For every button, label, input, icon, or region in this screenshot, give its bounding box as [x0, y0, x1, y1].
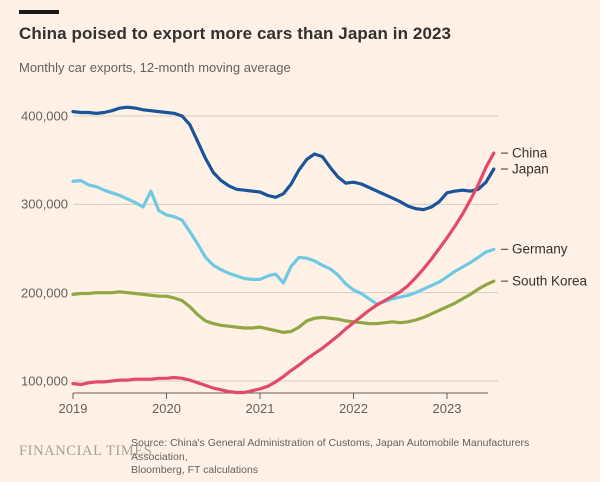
ft-logo: FINANCIAL TIMES [19, 443, 153, 459]
x-axis-label-2019: 2019 [58, 401, 88, 416]
series-label-south-korea: South Korea [512, 273, 588, 289]
chart-canvas [71, 105, 508, 399]
source-note-line-2: Bloomberg, FT calculations [131, 464, 259, 476]
series-label-japan: Japan [512, 161, 549, 177]
series-line-germany [71, 178, 496, 306]
source-note-line-1: Source: China's General Administration o… [131, 437, 530, 463]
series-label-china: China [512, 145, 548, 161]
series-line-japan [71, 105, 496, 212]
y-axis-label-100000: 100,000 [21, 373, 68, 389]
chart-subtitle: Monthly car exports, 12-month moving ave… [19, 60, 291, 75]
source-note: Source: China's General Administration o… [131, 437, 531, 478]
x-axis-label-2023: 2023 [432, 401, 462, 416]
y-axis-label-200000: 200,000 [21, 285, 68, 301]
x-axis-label-2021: 2021 [245, 401, 275, 416]
series-line-south-korea [71, 279, 496, 334]
x-axis-label-2022: 2022 [339, 401, 368, 416]
story-marker-bar [19, 10, 59, 14]
chart-plot-area: 400,000 300,000 200,000 100,000 2019 2020 2021… [21, 105, 588, 416]
series-line-china [71, 151, 496, 395]
chart-title: China poised to export more cars than Ja… [19, 24, 452, 43]
y-axis-label-400000: 400,000 [21, 108, 68, 124]
y-axis-label-300000: 300,000 [21, 196, 68, 212]
x-axis-label-2020: 2020 [152, 401, 181, 416]
series-label-germany: Germany [512, 241, 568, 257]
